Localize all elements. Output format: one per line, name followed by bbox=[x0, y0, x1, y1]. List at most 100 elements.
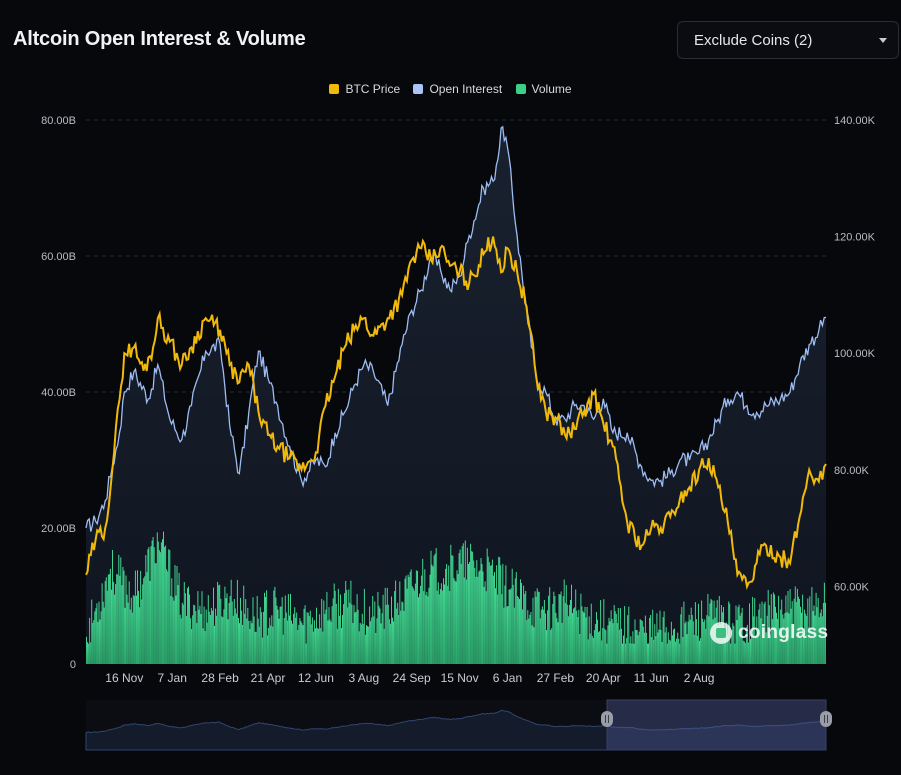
volume-bar bbox=[782, 614, 784, 664]
volume-bar bbox=[130, 597, 132, 664]
volume-bar bbox=[765, 632, 767, 664]
navigator-handle-left[interactable] bbox=[601, 711, 613, 727]
volume-bar bbox=[821, 616, 823, 664]
legend-item-open-interest[interactable]: Open Interest bbox=[413, 82, 502, 96]
volume-bar bbox=[790, 608, 792, 664]
volume-bar bbox=[448, 565, 450, 664]
volume-bar bbox=[250, 620, 252, 664]
volume-bar bbox=[623, 635, 624, 664]
volume-bar bbox=[737, 607, 739, 664]
volume-bar bbox=[239, 623, 240, 664]
volume-bar bbox=[185, 616, 187, 664]
volume-bar bbox=[200, 614, 202, 664]
range-navigator[interactable] bbox=[85, 699, 832, 751]
volume-bar bbox=[480, 558, 482, 664]
volume-bar bbox=[376, 618, 378, 664]
volume-bar bbox=[583, 612, 585, 664]
volume-bar bbox=[359, 622, 361, 664]
volume-bar bbox=[640, 620, 642, 664]
volume-bar bbox=[109, 568, 111, 664]
volume-bar bbox=[408, 577, 410, 664]
volume-bar bbox=[779, 627, 781, 664]
volume-bar bbox=[398, 615, 400, 664]
volume-bar bbox=[604, 628, 606, 664]
volume-bar bbox=[477, 576, 479, 664]
volume-bar bbox=[146, 572, 148, 664]
volume-bar bbox=[213, 587, 214, 664]
volume-bar bbox=[155, 563, 157, 664]
volume-bar bbox=[136, 595, 137, 664]
volume-bar bbox=[680, 614, 682, 664]
volume-bar bbox=[357, 609, 359, 664]
volume-bar bbox=[298, 625, 300, 664]
volume-bar bbox=[224, 586, 226, 664]
volume-bar bbox=[264, 592, 265, 664]
navigator-handle-right[interactable] bbox=[820, 711, 832, 727]
volume-bar bbox=[421, 575, 423, 664]
volume-bar bbox=[276, 605, 278, 664]
exclude-coins-dropdown[interactable]: Exclude Coins (2) bbox=[677, 21, 899, 59]
volume-bar bbox=[643, 632, 645, 664]
volume-bar bbox=[535, 596, 537, 664]
volume-bar bbox=[153, 547, 155, 664]
volume-bar bbox=[259, 607, 261, 664]
volume-bar bbox=[560, 591, 562, 664]
volume-bar bbox=[92, 623, 94, 664]
volume-bar bbox=[385, 604, 387, 664]
volume-bar bbox=[329, 619, 331, 664]
volume-bar bbox=[455, 581, 457, 664]
volume-bar bbox=[270, 625, 272, 664]
volume-bar bbox=[173, 600, 175, 664]
volume-bar bbox=[369, 606, 371, 664]
volume-bar bbox=[519, 599, 520, 664]
volume-bar bbox=[481, 563, 483, 664]
volume-bar bbox=[707, 594, 709, 664]
volume-bar bbox=[764, 601, 766, 664]
volume-bar bbox=[506, 606, 508, 664]
volume-bar bbox=[364, 634, 366, 664]
volume-bar bbox=[162, 539, 163, 664]
volume-bar bbox=[292, 623, 294, 664]
volume-bar bbox=[523, 585, 525, 664]
volume-bar bbox=[608, 617, 610, 664]
volume-bar bbox=[503, 607, 505, 664]
volume-bar bbox=[277, 609, 279, 664]
volume-bar bbox=[205, 609, 207, 664]
volume-bar bbox=[796, 588, 798, 664]
volume-bar bbox=[703, 622, 705, 664]
volume-bar bbox=[443, 578, 444, 664]
volume-bar bbox=[129, 609, 131, 664]
volume-bar bbox=[341, 628, 342, 664]
volume-bar bbox=[184, 593, 186, 664]
volume-bar bbox=[562, 596, 564, 664]
volume-bar bbox=[97, 621, 99, 664]
volume-bar bbox=[781, 599, 783, 664]
legend-item-btc-price[interactable]: BTC Price bbox=[329, 82, 400, 96]
volume-bar bbox=[377, 591, 379, 664]
volume-bar bbox=[363, 588, 365, 664]
volume-bar bbox=[776, 612, 777, 664]
volume-bar bbox=[572, 613, 573, 664]
navigator-series bbox=[85, 709, 827, 751]
volume-bar bbox=[724, 630, 725, 664]
volume-bar bbox=[386, 587, 388, 664]
legend-item-volume[interactable]: Volume bbox=[515, 82, 572, 96]
volume-bar bbox=[144, 576, 146, 664]
volume-bar bbox=[621, 628, 622, 664]
volume-bar bbox=[649, 617, 651, 664]
volume-bar bbox=[286, 620, 288, 664]
volume-bar bbox=[352, 623, 354, 664]
x-tick-label: 16 Nov bbox=[105, 671, 143, 685]
volume-bar bbox=[440, 583, 442, 664]
volume-bar bbox=[807, 598, 809, 664]
volume-bar bbox=[414, 583, 416, 664]
volume-bar bbox=[102, 601, 104, 664]
volume-bar bbox=[104, 580, 106, 664]
volume-bar bbox=[231, 601, 233, 664]
volume-bar bbox=[437, 582, 439, 664]
volume-bar bbox=[655, 636, 657, 664]
volume-bar bbox=[124, 607, 126, 664]
volume-bar bbox=[126, 594, 128, 664]
volume-bar bbox=[247, 607, 249, 664]
